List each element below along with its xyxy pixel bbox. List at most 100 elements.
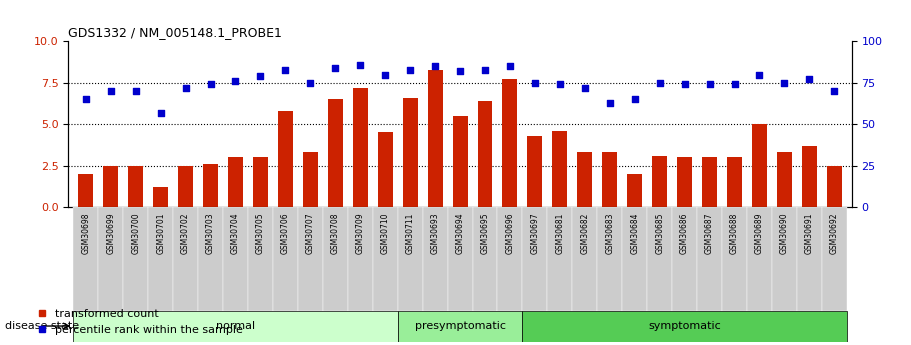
Point <box>827 88 842 94</box>
Bar <box>722 207 747 310</box>
Point <box>104 88 118 94</box>
Bar <box>497 207 522 310</box>
Bar <box>427 70 443 207</box>
Text: GSM30711: GSM30711 <box>405 212 415 254</box>
Text: GSM30684: GSM30684 <box>630 212 640 254</box>
Bar <box>198 207 223 310</box>
Point <box>229 78 243 84</box>
Point <box>128 88 143 94</box>
Bar <box>398 310 522 342</box>
Text: GSM30710: GSM30710 <box>381 212 390 254</box>
Text: GSM30689: GSM30689 <box>755 212 764 254</box>
Bar <box>677 157 692 207</box>
Bar <box>78 174 93 207</box>
Bar <box>148 207 173 310</box>
Text: GSM30700: GSM30700 <box>131 212 140 254</box>
Bar <box>228 157 243 207</box>
Point <box>578 85 592 90</box>
Bar <box>447 207 473 310</box>
Point <box>179 85 193 90</box>
Point <box>652 80 667 86</box>
Bar <box>302 152 318 207</box>
Bar <box>552 131 568 207</box>
Bar <box>203 164 218 207</box>
Bar <box>652 156 667 207</box>
Text: GSM30690: GSM30690 <box>780 212 789 254</box>
Text: GSM30686: GSM30686 <box>681 212 689 254</box>
Point <box>78 97 93 102</box>
Text: GSM30685: GSM30685 <box>655 212 664 254</box>
Point <box>777 80 792 86</box>
Bar <box>727 157 742 207</box>
Text: GSM30707: GSM30707 <box>306 212 315 254</box>
Bar <box>548 207 572 310</box>
Bar <box>153 187 169 207</box>
Text: presymptomatic: presymptomatic <box>415 321 506 331</box>
Text: GSM30702: GSM30702 <box>181 212 190 254</box>
Bar <box>179 166 193 207</box>
Text: GSM30681: GSM30681 <box>556 212 564 254</box>
Legend: transformed count, percentile rank within the sample: transformed count, percentile rank withi… <box>33 305 248 339</box>
Point <box>802 77 816 82</box>
Text: GSM30692: GSM30692 <box>830 212 839 254</box>
Bar <box>348 207 373 310</box>
Point <box>628 97 642 102</box>
Bar <box>423 207 447 310</box>
Bar <box>322 207 348 310</box>
Text: GSM30708: GSM30708 <box>331 212 340 254</box>
Point <box>503 63 517 69</box>
Text: GSM30683: GSM30683 <box>605 212 614 254</box>
Text: symptomatic: symptomatic <box>649 321 721 331</box>
Text: GSM30693: GSM30693 <box>431 212 440 254</box>
Bar <box>602 152 618 207</box>
Text: GSM30696: GSM30696 <box>506 212 515 254</box>
Bar <box>772 207 797 310</box>
Bar <box>697 207 722 310</box>
Bar <box>522 310 847 342</box>
Bar <box>752 124 767 207</box>
Bar <box>353 88 368 207</box>
Point <box>602 100 617 106</box>
Text: normal: normal <box>216 321 255 331</box>
Point <box>328 65 343 71</box>
Bar <box>647 207 672 310</box>
Text: GSM30694: GSM30694 <box>456 212 465 254</box>
Bar <box>253 157 268 207</box>
Point <box>153 110 168 115</box>
Text: GSM30705: GSM30705 <box>256 212 265 254</box>
Text: GSM30709: GSM30709 <box>356 212 364 254</box>
Bar <box>373 207 398 310</box>
Bar <box>223 207 248 310</box>
Text: GSM30699: GSM30699 <box>107 212 116 254</box>
Bar <box>473 207 497 310</box>
Point <box>428 63 443 69</box>
Bar <box>378 132 393 207</box>
Point <box>527 80 542 86</box>
Bar <box>328 99 343 207</box>
Bar <box>578 152 592 207</box>
Text: GSM30691: GSM30691 <box>804 212 814 254</box>
Bar <box>98 207 123 310</box>
Point <box>353 62 367 67</box>
Text: GSM30682: GSM30682 <box>580 212 589 254</box>
Bar <box>777 152 792 207</box>
Point <box>278 67 292 72</box>
Point <box>203 82 218 87</box>
Point <box>752 72 767 77</box>
Text: GDS1332 / NM_005148.1_PROBE1: GDS1332 / NM_005148.1_PROBE1 <box>68 26 282 39</box>
Bar <box>822 207 847 310</box>
Bar <box>527 136 542 207</box>
Bar <box>702 157 717 207</box>
Bar <box>598 207 622 310</box>
Point <box>477 67 492 72</box>
Bar <box>73 207 98 310</box>
Point <box>677 82 691 87</box>
Point <box>403 67 417 72</box>
Text: GSM30698: GSM30698 <box>81 212 90 254</box>
Bar <box>103 166 118 207</box>
Bar <box>273 207 298 310</box>
Bar <box>123 207 148 310</box>
Text: GSM30706: GSM30706 <box>281 212 290 254</box>
Bar <box>248 207 273 310</box>
Point <box>702 82 717 87</box>
